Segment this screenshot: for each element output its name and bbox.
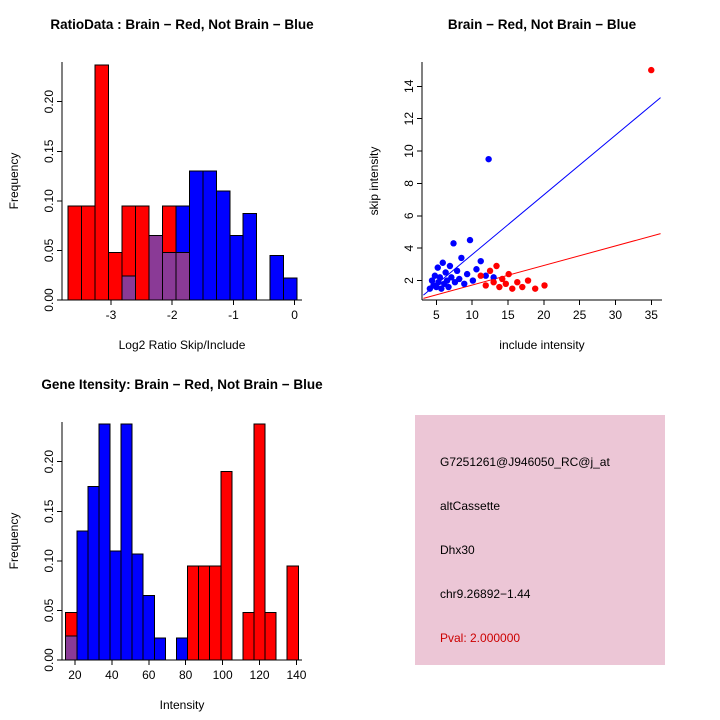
svg-text:25: 25 bbox=[573, 308, 587, 322]
svg-text:20: 20 bbox=[537, 308, 551, 322]
svg-text:20: 20 bbox=[68, 668, 82, 682]
intensity-scatter-title: Brain − Red, Not Brain − Blue bbox=[447, 17, 637, 32]
svg-text:60: 60 bbox=[142, 668, 156, 682]
svg-text:0.20: 0.20 bbox=[42, 450, 56, 474]
svg-text:-2: -2 bbox=[167, 308, 178, 322]
info-box: G7251261@J946050_RC@j_at altCassette Dhx… bbox=[415, 415, 665, 665]
panel-intensity-scatter: Brain − Red, Not Brain − Blue skip inten… bbox=[360, 0, 720, 360]
svg-text:10: 10 bbox=[402, 144, 416, 158]
svg-text:0.05: 0.05 bbox=[42, 238, 56, 262]
svg-text:35: 35 bbox=[645, 308, 659, 322]
svg-text:120: 120 bbox=[250, 668, 270, 682]
svg-text:0.00: 0.00 bbox=[42, 288, 56, 312]
locus-text: chr9.26892−1.44 bbox=[440, 587, 531, 601]
svg-text:0.00: 0.00 bbox=[42, 648, 56, 672]
svg-text:0.10: 0.10 bbox=[42, 549, 56, 573]
pval-text: Pval: 2.000000 bbox=[440, 631, 521, 645]
svg-text:4: 4 bbox=[402, 245, 416, 252]
splice-event-type-text: altCassette bbox=[440, 499, 501, 513]
gene-histogram-xlabel: Intensity bbox=[159, 698, 205, 712]
panel-ratio-histogram: RatioData : Brain − Red, Not Brain − Blu… bbox=[0, 0, 360, 360]
ratio-histogram-xlabel: Log2 Ratio Skip/Include bbox=[118, 338, 246, 352]
probe-id-text: G7251261@J946050_RC@j_at bbox=[440, 455, 610, 469]
svg-text:0.05: 0.05 bbox=[42, 598, 56, 622]
gene-histogram-title: Gene Itensity: Brain − Red, Not Brain − … bbox=[41, 377, 323, 392]
svg-text:0.15: 0.15 bbox=[42, 139, 56, 163]
svg-text:15: 15 bbox=[501, 308, 515, 322]
panel-gene-histogram: Gene Itensity: Brain − Red, Not Brain − … bbox=[0, 360, 360, 720]
svg-text:40: 40 bbox=[105, 668, 119, 682]
ratio-histogram-title: RatioData : Brain − Red, Not Brain − Blu… bbox=[50, 17, 314, 32]
svg-text:6: 6 bbox=[402, 212, 416, 219]
svg-text:80: 80 bbox=[179, 668, 193, 682]
svg-text:140: 140 bbox=[286, 668, 306, 682]
svg-text:100: 100 bbox=[213, 668, 233, 682]
intensity-scatter-canvas: 5 10 15 20 25 30 35 2 4 6 8 10 12 14 bbox=[402, 62, 662, 322]
svg-text:-1: -1 bbox=[228, 308, 239, 322]
svg-text:-3: -3 bbox=[106, 308, 117, 322]
svg-text:0.15: 0.15 bbox=[42, 499, 56, 523]
svg-text:0.10: 0.10 bbox=[42, 189, 56, 213]
ratio-histogram-canvas: -3 -2 -1 0 0.00 0.05 0.10 0.15 0.20 bbox=[42, 62, 302, 322]
panel-info: G7251261@J946050_RC@j_at altCassette Dhx… bbox=[360, 360, 720, 720]
gene-name-text: Dhx30 bbox=[440, 543, 475, 557]
svg-text:8: 8 bbox=[402, 180, 416, 187]
svg-text:5: 5 bbox=[433, 308, 440, 322]
svg-text:10: 10 bbox=[465, 308, 479, 322]
gene-histogram-canvas: 20 40 60 80 100 120 140 0.00 0.05 0.10 0.15 0.20 bbox=[42, 422, 307, 682]
svg-text:2: 2 bbox=[402, 277, 416, 284]
svg-text:0: 0 bbox=[291, 308, 298, 322]
svg-text:14: 14 bbox=[402, 79, 416, 93]
svg-text:30: 30 bbox=[609, 308, 623, 322]
svg-text:12: 12 bbox=[402, 112, 416, 126]
svg-text:0.20: 0.20 bbox=[42, 90, 56, 114]
intensity-scatter-xlabel: include intensity bbox=[499, 338, 585, 352]
